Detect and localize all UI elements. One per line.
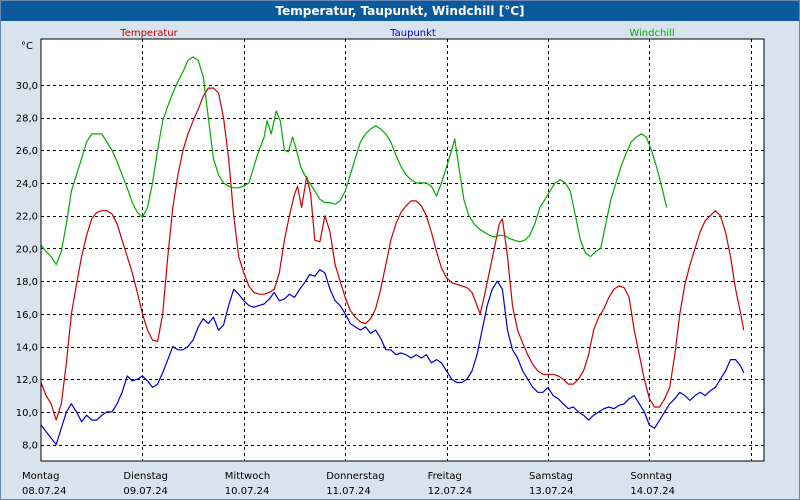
y-tick-label: 20,0 (16, 244, 38, 255)
grid-lines (41, 39, 764, 461)
plot-area (41, 39, 764, 461)
x-day-label: Donnerstag (326, 471, 384, 482)
y-tick-label: 22,0 (16, 212, 38, 223)
series-line-temperatur (40, 87, 745, 421)
y-tick-label: 30,0 (16, 81, 38, 92)
x-date-label: 11.07.24 (326, 486, 371, 497)
y-tick-label: 18,0 (16, 277, 38, 288)
y-tick-label: 10,0 (16, 408, 38, 419)
y-tick-label: 26,0 (16, 146, 38, 157)
y-unit-label: °C (21, 41, 33, 52)
y-tick-label: 28,0 (16, 114, 38, 125)
legend-entry-windchill: Windchill (629, 28, 674, 39)
x-date-label: 10.07.24 (225, 486, 270, 497)
legend-entry-taupunkt: Taupunkt (389, 28, 436, 39)
x-date-label: 08.07.24 (22, 486, 67, 497)
series-layer (40, 56, 745, 446)
x-day-label: Sonntag (630, 471, 672, 482)
legend-entry-temperatur: Temperatur (119, 28, 178, 39)
legend: Temperatur Taupunkt Windchill (119, 28, 674, 39)
axis-labels: 8,0 10,0 12,0 14,0 16,0 18,0 20,0 22,0 24,0 26,0 2… (16, 41, 675, 497)
x-date-label: 12.07.24 (428, 486, 473, 497)
x-day-label: Samstag (529, 471, 573, 482)
x-day-label: Dienstag (123, 471, 168, 482)
y-tick-label: 16,0 (16, 310, 38, 321)
x-date-label: 09.07.24 (123, 486, 168, 497)
y-tick-label: 8,0 (22, 441, 38, 452)
x-date-label: 14.07.24 (630, 486, 675, 497)
chart-title: Temperatur, Taupunkt, Windchill [°C] (1, 1, 799, 21)
y-tick-label: 12,0 (16, 375, 38, 386)
x-day-label: Freitag (428, 471, 462, 482)
y-tick-label: 14,0 (16, 343, 38, 354)
x-day-label: Montag (22, 471, 59, 482)
x-day-label: Mittwoch (225, 471, 270, 482)
series-line-taupunkt (40, 269, 745, 446)
plot-border (40, 38, 765, 462)
y-tick-label: 24,0 (16, 179, 38, 190)
series-line-windchill (40, 56, 668, 266)
x-date-label: 13.07.24 (529, 486, 574, 497)
